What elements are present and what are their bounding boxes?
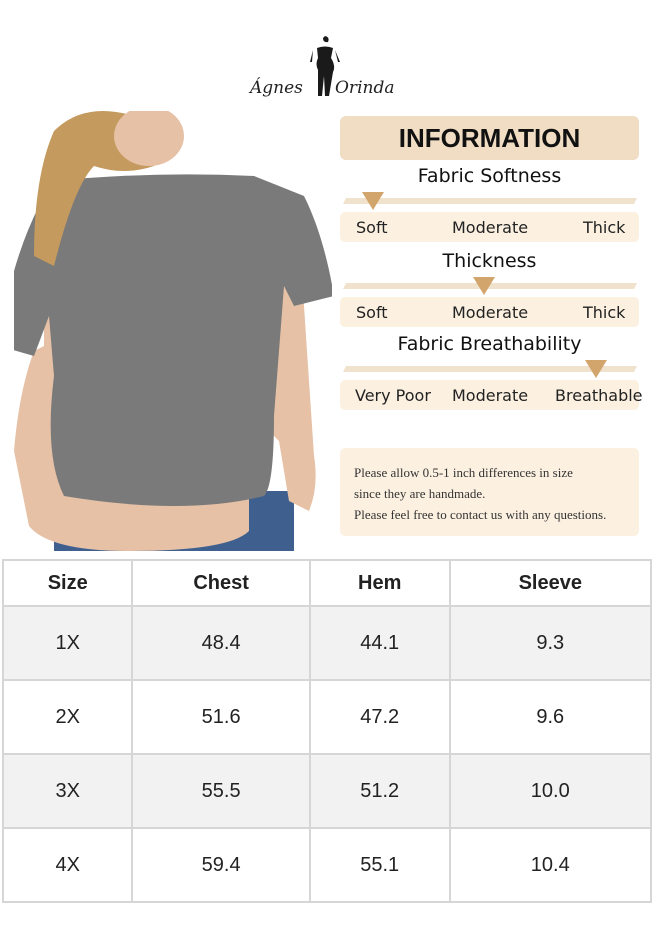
- note-line: Please allow 0.5-1 inch differences in s…: [354, 465, 573, 480]
- brand-logo: Ágnes Orinda: [250, 34, 400, 104]
- cell: 51.6: [131, 679, 311, 755]
- cell: 47.2: [308, 679, 451, 755]
- scale-label: Soft: [356, 218, 388, 237]
- cell: 51.2: [308, 753, 451, 829]
- cell: 44.1: [308, 605, 451, 681]
- thickness-heading: Thickness: [442, 250, 537, 272]
- scale-label: Moderate: [452, 303, 529, 322]
- table-row: 1X 48.4 44.1 9.3: [1, 605, 653, 681]
- note-line: since they are handmade.: [354, 486, 486, 501]
- cell: 55.1: [308, 827, 451, 903]
- product-photo: [14, 111, 332, 551]
- brand-name-left: Ágnes: [250, 78, 303, 98]
- table-row: 2X 51.6 47.2 9.6: [1, 679, 653, 755]
- softness-scale: Soft Moderate Thick: [340, 212, 639, 242]
- column-header: Hem: [308, 559, 451, 607]
- cell: 9.3: [448, 605, 653, 681]
- softness-heading: Fabric Softness: [417, 165, 562, 187]
- table-row: 4X 59.4 55.1 10.4: [1, 827, 653, 903]
- scale-label: Soft: [356, 303, 388, 322]
- cell: 2X: [1, 679, 134, 755]
- thickness-scale: Soft Moderate Thick: [340, 297, 639, 327]
- softness-track: [343, 198, 637, 204]
- cell: 1X: [1, 605, 134, 681]
- scale-label: Moderate: [452, 218, 529, 237]
- thickness-pointer-icon: [473, 277, 495, 295]
- scale-label: Very Poor: [355, 386, 431, 405]
- breathability-track: [343, 366, 637, 372]
- info-title: INFORMATION: [340, 116, 639, 160]
- breathability-scale: Very Poor Moderate Breathable: [340, 380, 643, 410]
- breathability-pointer-icon: [585, 360, 607, 378]
- scale-label: Thick: [583, 303, 626, 322]
- table-row: 3X 55.5 51.2 10.0: [1, 753, 653, 829]
- cell: 59.4: [131, 827, 311, 903]
- cell: 9.6: [448, 679, 653, 755]
- cell: 10.0: [448, 753, 653, 829]
- column-header: Size: [1, 559, 134, 607]
- cell: 4X: [1, 827, 134, 903]
- cell: 3X: [1, 753, 134, 829]
- cell: 10.4: [448, 827, 653, 903]
- cell: 48.4: [131, 605, 311, 681]
- note-line: Please feel free to contact us with any …: [354, 507, 607, 522]
- scale-label: Moderate: [452, 386, 529, 405]
- brand-name-right: Orinda: [335, 78, 395, 98]
- scale-label: Thick: [583, 218, 626, 237]
- breathability-heading: Fabric Breathability: [397, 333, 582, 355]
- table-header-row: Size Chest Hem Sleeve: [1, 559, 653, 607]
- softness-pointer-icon: [362, 192, 384, 210]
- size-note: Please allow 0.5-1 inch differences in s…: [340, 448, 639, 536]
- scale-label: Breathable: [555, 386, 643, 405]
- column-header: Chest: [131, 559, 311, 607]
- column-header: Sleeve: [448, 559, 653, 607]
- cell: 55.5: [131, 753, 311, 829]
- silhouette-icon: [310, 36, 340, 96]
- size-table: Size Chest Hem Sleeve 1X 48.4 44.1 9.3 2…: [1, 559, 653, 903]
